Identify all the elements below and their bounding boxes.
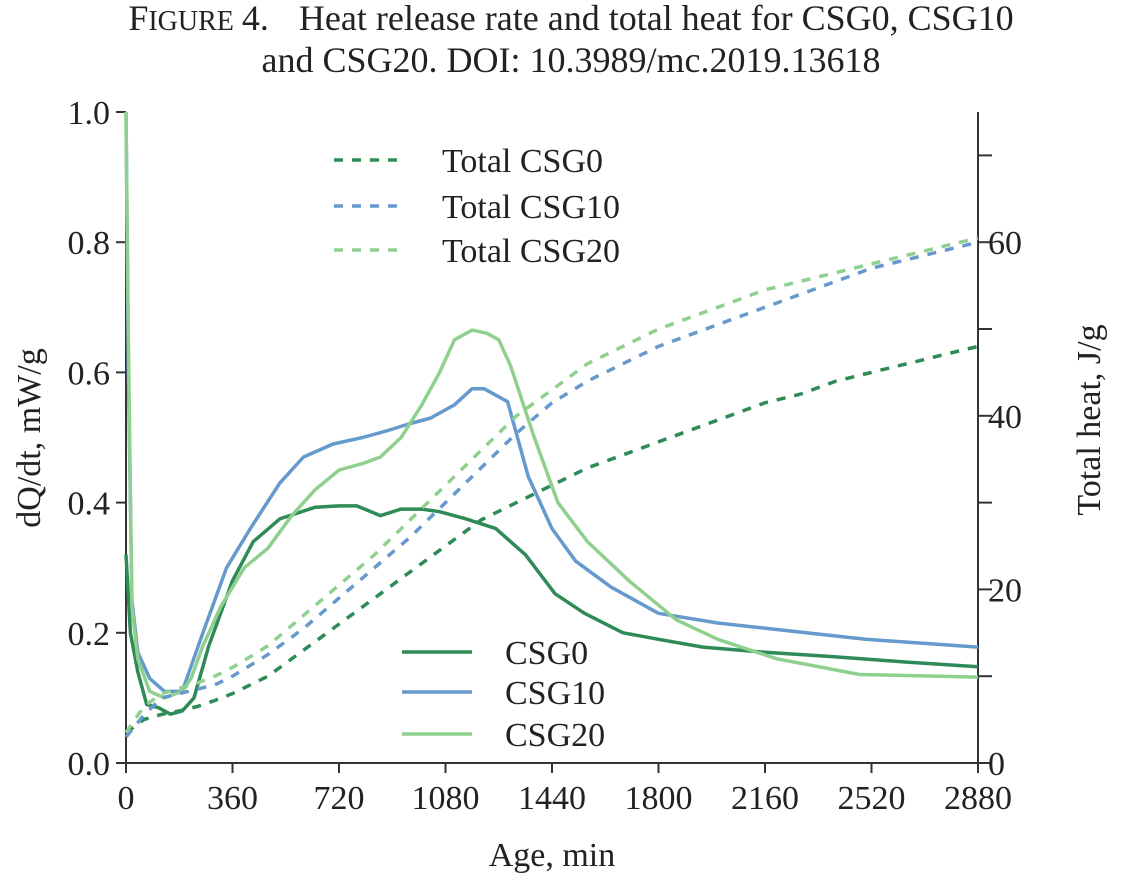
x-tick-label-720: 720 <box>314 780 365 817</box>
figure-caption-line1: FIGURE 4. Heat release rate and total heat… <box>128 0 1013 38</box>
plot-area: 0 360 720 1080 1440 1800 2160 2520 2880 0.0 0.2 0.4… <box>68 95 1023 817</box>
x-tick-label-2520: 2520 <box>838 780 906 817</box>
x-tick-label-1080: 1080 <box>412 780 480 817</box>
series-line-total-csg10 <box>124 240 979 739</box>
y-right-tick-label-40: 40 <box>988 399 1022 436</box>
figure-title-line1: Heat release rate and total heat for CSG… <box>299 0 1014 38</box>
series-line-csg0 <box>124 504 979 716</box>
y-left-tick-label-0.4: 0.4 <box>68 486 111 523</box>
x-tick-label-2880: 2880 <box>944 780 1012 817</box>
legend-label-total-csg20: Total CSG20 <box>442 233 620 270</box>
legend-label-csg10: CSG10 <box>505 675 605 712</box>
x-tick-label-360: 360 <box>207 780 258 817</box>
figure-label-smallcaps: IGURE <box>148 6 234 37</box>
y-right-tick-label-0: 0 <box>988 746 1005 783</box>
x-tick-label-1800: 1800 <box>625 780 693 817</box>
figure-label-initial: F <box>128 0 148 38</box>
x-tick-label-1440: 1440 <box>518 780 586 817</box>
x-axis-label: Age, min <box>489 837 616 874</box>
legend-label-csg20: CSG20 <box>505 717 605 754</box>
series-line-total-csg0 <box>124 344 979 735</box>
legend-label-csg0: CSG0 <box>505 635 588 672</box>
y-left-tick-label-0: 0.0 <box>68 746 111 783</box>
series-line-csg20 <box>124 111 979 700</box>
y-left-tick-label-0.2: 0.2 <box>68 616 111 653</box>
y-left-tick-label-1: 1.0 <box>68 95 111 132</box>
y-axis-right-label: Total heat, J/g <box>1071 324 1108 515</box>
y-left-tick-label-0.8: 0.8 <box>68 225 111 262</box>
y-right-tick-label-60: 60 <box>988 225 1022 262</box>
y-axis-left-label: dQ/dt, mW/g <box>11 348 48 527</box>
legend-label-total-csg0: Total CSG0 <box>442 143 603 180</box>
figure-title-line2: and CSG20. DOI: 10.3989/mc.2019.13618 <box>262 40 881 80</box>
figure-number: 4. <box>242 0 269 38</box>
legend-label-total-csg10: Total CSG10 <box>442 189 620 226</box>
y-right-tick-label-20: 20 <box>988 572 1022 609</box>
x-tick-label-0: 0 <box>118 780 135 817</box>
series-line-csg10 <box>124 111 979 694</box>
y-left-tick-label-0.6: 0.6 <box>68 355 111 392</box>
x-tick-label-2160: 2160 <box>731 780 799 817</box>
